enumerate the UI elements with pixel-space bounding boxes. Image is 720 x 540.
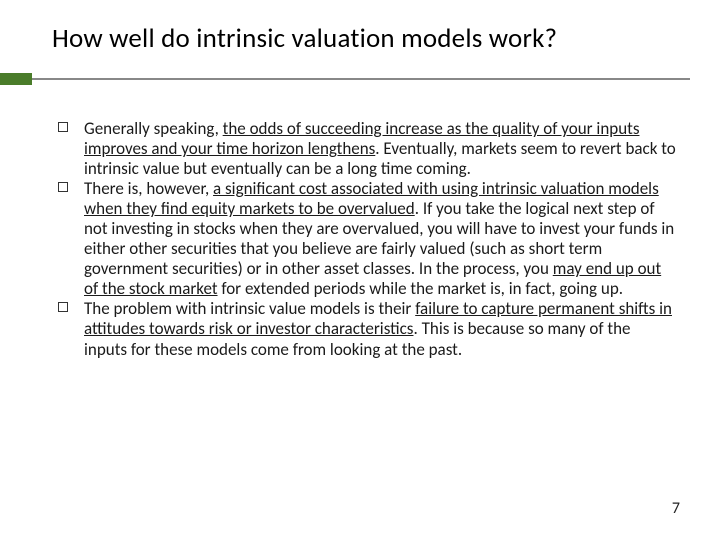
bullet-text: There is, however, a significant cost as… bbox=[84, 178, 674, 299]
bullet-list: Generally speaking, the odds of succeedi… bbox=[58, 119, 676, 360]
bullet-text: The problem with intrinsic value models … bbox=[84, 298, 672, 359]
bullet-item: Generally speaking, the odds of succeedi… bbox=[58, 119, 676, 179]
square-bullet-icon bbox=[58, 182, 68, 192]
slide: How well do intrinsic valuation models w… bbox=[0, 0, 720, 540]
bullet-item: The problem with intrinsic value models … bbox=[58, 299, 676, 359]
accent-block bbox=[0, 73, 32, 85]
title-rule bbox=[0, 73, 720, 85]
slide-body: Generally speaking, the odds of succeedi… bbox=[0, 85, 720, 360]
title-area: How well do intrinsic valuation models w… bbox=[0, 0, 720, 55]
slide-title: How well do intrinsic valuation models w… bbox=[52, 22, 680, 55]
square-bullet-icon bbox=[58, 122, 68, 132]
bullet-text: Generally speaking, the odds of succeedi… bbox=[84, 118, 676, 179]
page-number: 7 bbox=[672, 499, 680, 518]
square-bullet-icon bbox=[58, 302, 68, 312]
rule-line bbox=[32, 78, 690, 80]
bullet-item: There is, however, a significant cost as… bbox=[58, 179, 676, 299]
